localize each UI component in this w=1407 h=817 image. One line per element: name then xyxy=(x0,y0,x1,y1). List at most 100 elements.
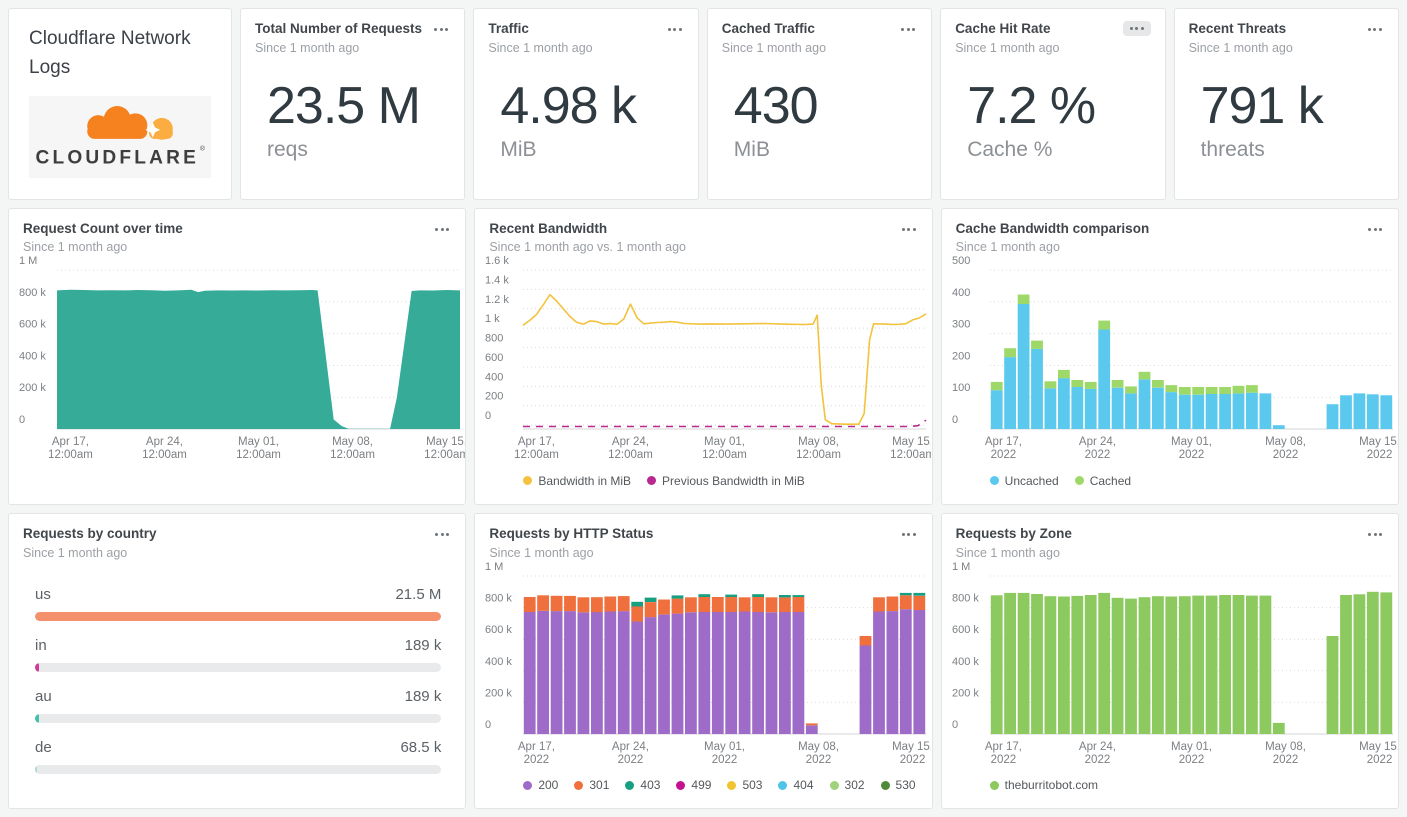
legend-color-dot xyxy=(574,780,584,790)
legend-item[interactable]: 530 xyxy=(880,778,916,792)
country-row: de 68.5 k xyxy=(35,738,442,774)
svg-text:1.6 k: 1.6 k xyxy=(485,255,509,267)
svg-text:May 08,: May 08, xyxy=(798,741,839,753)
svg-text:800 k: 800 k xyxy=(485,592,512,604)
panel-title: Request Count over time xyxy=(23,220,183,236)
svg-text:200 k: 200 k xyxy=(19,383,46,395)
country-bar-list: us 21.5 M in 189 k au 189 k de 68.5 k xyxy=(9,560,465,808)
svg-text:May 15,: May 15, xyxy=(892,436,931,448)
panel-menu-icon[interactable] xyxy=(1366,530,1384,539)
panel-menu-icon[interactable] xyxy=(433,530,451,539)
svg-text:300: 300 xyxy=(952,319,970,331)
svg-text:2022: 2022 xyxy=(524,754,550,766)
panel-menu-icon[interactable] xyxy=(666,25,684,34)
svg-text:May 15,: May 15, xyxy=(1359,436,1398,448)
panel-menu-icon[interactable] xyxy=(900,530,918,539)
legend-color-dot xyxy=(523,780,533,790)
legend-item[interactable]: 302 xyxy=(829,778,865,792)
svg-text:2022: 2022 xyxy=(1366,449,1392,461)
stat-unit: threats xyxy=(1200,138,1265,162)
svg-text:Apr 24,: Apr 24, xyxy=(612,436,649,448)
country-bar-track xyxy=(35,764,442,774)
recent-bandwidth-chart[interactable]: 0 200 400 600 800 1 k 1.2 k 1.4 k 1.6 k Apr 17, 12… xyxy=(475,254,931,465)
svg-text:Apr 24,: Apr 24, xyxy=(1079,741,1116,753)
stat-panel-recent-threats: Recent Threats Since 1 month ago 791 k t… xyxy=(1173,8,1399,200)
legend-item[interactable]: Bandwidth in MiB xyxy=(523,474,631,488)
svg-text:2022: 2022 xyxy=(1178,754,1204,766)
svg-text:Apr 17,: Apr 17, xyxy=(518,436,555,448)
svg-text:1 k: 1 k xyxy=(485,314,500,326)
panel-subtitle: Since 1 month ago xyxy=(1188,40,1293,55)
svg-text:0: 0 xyxy=(952,414,958,426)
svg-text:1 M: 1 M xyxy=(485,561,503,573)
country-value: 189 k xyxy=(404,687,442,705)
panel-menu-icon[interactable] xyxy=(432,25,450,34)
legend-color-dot xyxy=(676,780,686,790)
legend-item[interactable]: 301 xyxy=(574,778,609,792)
panel-menu-icon[interactable] xyxy=(899,25,917,34)
svg-text:500: 500 xyxy=(952,255,970,267)
legend-item[interactable]: 404 xyxy=(778,778,814,792)
country-value: 21.5 M xyxy=(395,585,442,603)
svg-text:May 08,: May 08, xyxy=(1265,436,1306,448)
legend-item[interactable]: 403 xyxy=(625,778,660,792)
svg-text:May 08,: May 08, xyxy=(332,436,373,448)
svg-text:200: 200 xyxy=(485,391,503,403)
svg-text:2022: 2022 xyxy=(1084,449,1110,461)
panel-title: Recent Threats xyxy=(1188,21,1287,36)
svg-text:May 01,: May 01, xyxy=(704,741,745,753)
legend-item[interactable]: Previous Bandwidth in MiB xyxy=(647,474,805,488)
chart-legend: Uncached Cached xyxy=(942,466,1398,504)
legend-item[interactable]: Uncached xyxy=(989,474,1059,488)
svg-text:2022: 2022 xyxy=(712,754,738,766)
panel-menu-icon[interactable] xyxy=(1366,25,1384,34)
legend-item[interactable]: 499 xyxy=(676,778,711,792)
svg-text:2022: 2022 xyxy=(990,449,1016,461)
svg-text:12:00am: 12:00am xyxy=(236,449,281,461)
legend-item[interactable]: Cached xyxy=(1074,474,1131,488)
svg-text:2022: 2022 xyxy=(990,754,1016,766)
stat-value: 791 k xyxy=(1200,77,1324,136)
svg-text:1.4 k: 1.4 k xyxy=(485,275,509,287)
chart-legend: 200301403499503404302530526524 xyxy=(475,770,932,808)
panel-subtitle: Since 1 month ago vs. 1 month ago xyxy=(489,240,686,255)
chart-legend xyxy=(9,466,465,504)
stat-value: 23.5 M xyxy=(267,77,421,136)
panel-title: Cache Bandwidth comparison xyxy=(955,220,1150,236)
svg-text:12:00am: 12:00am xyxy=(48,449,93,461)
cache-bandwidth-chart[interactable]: 0 100 200 300 400 500 Apr 17, 2022 Apr 24, 2022 Ma… xyxy=(942,254,1398,465)
svg-text:Apr 24,: Apr 24, xyxy=(612,741,649,753)
svg-text:2022: 2022 xyxy=(1084,754,1110,766)
panel-requests-by-zone: Requests by Zone Since 1 month ago 0 200 … xyxy=(940,512,1399,809)
svg-text:12:00am: 12:00am xyxy=(796,449,841,461)
stat-panel-cache-hit-rate: Cache Hit Rate Since 1 month ago 7.2 % C… xyxy=(940,8,1166,200)
panel-menu-icon[interactable] xyxy=(1122,21,1151,36)
svg-text:800: 800 xyxy=(485,333,503,345)
svg-text:0: 0 xyxy=(485,411,491,423)
panel-title: Requests by country xyxy=(23,525,157,541)
legend-item[interactable]: 200 xyxy=(523,778,558,792)
logo-wordmark: CLOUDFLARE xyxy=(36,147,199,168)
panel-subtitle: Since 1 month ago xyxy=(955,545,1060,560)
stat-value: 4.98 k xyxy=(500,77,637,136)
panel-menu-icon[interactable] xyxy=(900,225,918,234)
panel-menu-icon[interactable] xyxy=(1366,225,1384,234)
country-value: 68.5 k xyxy=(400,738,442,756)
panel-title: Cache Hit Rate xyxy=(955,21,1051,36)
svg-text:2022: 2022 xyxy=(806,754,832,766)
svg-text:600: 600 xyxy=(485,352,503,364)
svg-text:May 08,: May 08, xyxy=(1265,741,1306,753)
panel-subtitle: Since 1 month ago xyxy=(955,240,1060,255)
legend-item[interactable]: 503 xyxy=(727,778,762,792)
panel-title: Total Number of Requests xyxy=(255,21,423,36)
legend-item[interactable]: theburritobot.com xyxy=(989,778,1098,792)
svg-text:Apr 17,: Apr 17, xyxy=(985,436,1022,448)
svg-text:1.2 k: 1.2 k xyxy=(485,294,509,306)
legend-color-dot xyxy=(1074,476,1084,486)
panel-title: Recent Bandwidth xyxy=(489,220,608,236)
panel-subtitle: Since 1 month ago xyxy=(955,40,1060,55)
panel-menu-icon[interactable] xyxy=(433,225,451,234)
